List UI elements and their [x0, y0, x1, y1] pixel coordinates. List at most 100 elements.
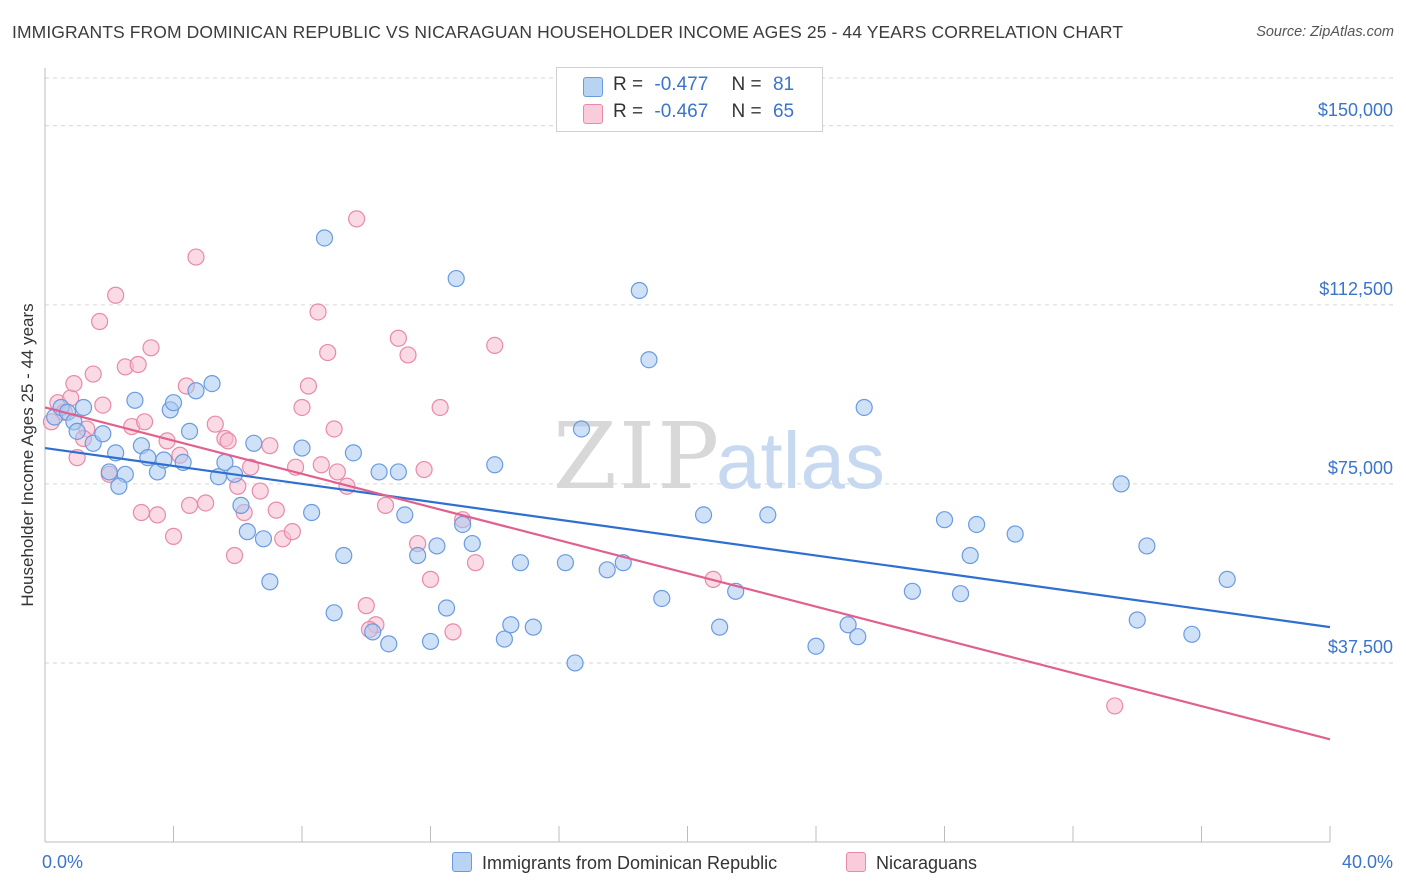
scatter-point — [251, 482, 269, 500]
legend-r-label: R = — [613, 101, 644, 122]
scatter-point — [261, 437, 279, 455]
legend-blue-r: -0.477 — [654, 74, 709, 95]
scatter-point — [1138, 537, 1156, 555]
scatter-point — [126, 391, 144, 409]
y-tick-labels: $37,500 $75,000 $112,500 $150,000 — [1318, 100, 1393, 657]
scatter-point — [164, 394, 183, 412]
x-tick-label-max: 40.0% — [1341, 852, 1393, 872]
scatter-point — [325, 604, 343, 622]
scatter-point — [303, 503, 321, 522]
scatter-point — [511, 554, 530, 572]
blue-swatch — [583, 77, 603, 97]
scatter-point — [187, 248, 205, 266]
scatter-point — [630, 281, 648, 300]
scatter-point — [598, 561, 616, 579]
scatter-point — [197, 494, 215, 512]
scatter-point — [431, 398, 449, 417]
blue-points — [46, 229, 1236, 672]
scatter-point — [1183, 625, 1201, 643]
scatter-point — [312, 456, 330, 474]
scatter-point — [444, 623, 462, 641]
scatter-point — [428, 537, 446, 555]
bottom-legend-blue-label: Immigrants from Dominican Republic — [482, 853, 778, 873]
scatter-point — [855, 398, 873, 417]
scatter-point — [107, 286, 125, 304]
scatter-point — [94, 396, 112, 414]
scatter-point — [348, 210, 366, 228]
scatter-point — [389, 329, 407, 347]
scatter-point — [203, 375, 221, 393]
y-tick-label: $37,500 — [1328, 637, 1393, 657]
scatter-point — [556, 554, 575, 572]
scatter-point — [454, 515, 472, 534]
scatter-point — [495, 630, 513, 648]
scatter-point — [187, 382, 205, 400]
scatter-point — [328, 463, 346, 481]
scatter-point — [903, 582, 921, 600]
scatter-point — [421, 570, 440, 588]
scatter-point — [65, 375, 83, 393]
bottom-legend-blue: Immigrants from Dominican Republic — [452, 852, 777, 874]
scatter-point — [319, 343, 337, 362]
bottom-legend-pink: Nicaraguans — [846, 852, 977, 874]
scatter-point — [437, 599, 456, 617]
scatter-point — [572, 420, 591, 438]
scatter-point — [447, 269, 465, 288]
scatter-point — [293, 398, 311, 417]
source-label: Source: ZipAtlas.com — [1256, 24, 1394, 40]
watermark-atlas: atlas — [716, 416, 885, 505]
scatter-point — [961, 546, 979, 565]
scatter-point — [309, 303, 327, 321]
y-tick-label: $112,500 — [1319, 279, 1393, 299]
scatter-point — [1128, 611, 1146, 629]
scatter-point — [640, 351, 658, 369]
scatter-point — [486, 336, 504, 354]
scatter-point — [1218, 570, 1236, 588]
scatter-point — [100, 463, 118, 481]
scatter-point — [396, 506, 414, 524]
correlation-legend: R = -0.477 N = 81 R = -0.467 N = 65 — [556, 67, 823, 132]
scatter-point — [180, 422, 199, 440]
scatter-point — [486, 456, 504, 474]
scatter-point — [711, 618, 729, 636]
scatter-point — [293, 439, 311, 457]
scatter-point — [399, 346, 417, 364]
scatter-point — [1106, 697, 1124, 715]
scatter-point — [283, 523, 301, 541]
bottom-legend-pink-label: Nicaraguans — [876, 853, 978, 873]
scatter-point — [466, 554, 485, 572]
scatter-point — [148, 506, 167, 524]
scatter-point — [94, 425, 112, 443]
scatter-point — [380, 635, 398, 653]
scatter-point — [110, 477, 128, 495]
scatter-point — [315, 229, 334, 247]
scatter-point — [409, 546, 427, 565]
scatter-point — [225, 546, 244, 565]
legend-n-label: N = — [731, 74, 762, 95]
trend-line-pink — [44, 406, 1331, 741]
blue-swatch — [452, 852, 472, 872]
scatter-point — [759, 506, 777, 524]
scatter-point — [415, 460, 433, 479]
chart-title: IMMIGRANTS FROM DOMINICAN REPUBLIC VS NI… — [12, 22, 1124, 42]
scatter-point — [245, 434, 263, 452]
scatter-point — [135, 413, 154, 431]
scatter-point — [242, 458, 260, 476]
scatter-point — [232, 496, 250, 514]
scatter-point — [951, 585, 970, 603]
y-tick-label: $75,000 — [1328, 458, 1393, 478]
scatter-point — [206, 415, 224, 433]
legend-pink-r: -0.467 — [654, 101, 709, 122]
scatter-point — [261, 573, 279, 591]
trend-lines — [44, 406, 1331, 741]
scatter-point — [421, 632, 440, 651]
pink-swatch — [583, 104, 603, 124]
scatter-point — [968, 515, 986, 534]
scatter-point — [180, 496, 199, 514]
scatter-point — [68, 422, 86, 440]
trend-line-blue — [44, 446, 1331, 629]
scatter-point — [299, 377, 318, 395]
scatter-point — [849, 628, 867, 646]
scatter-point — [364, 623, 382, 641]
